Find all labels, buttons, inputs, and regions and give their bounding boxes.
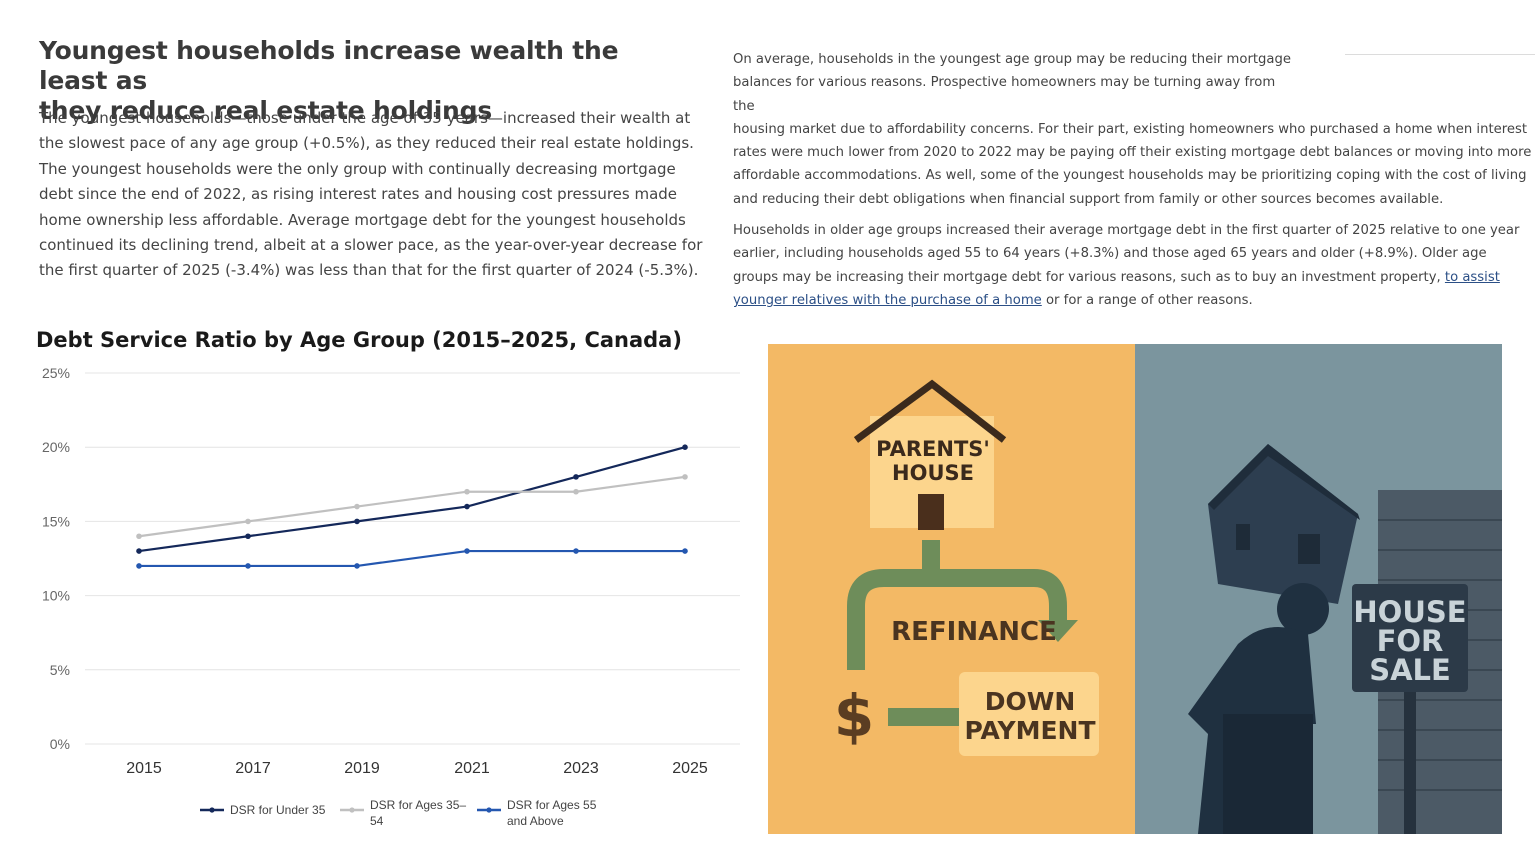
series-line [139,549,685,568]
headline-line-1: Youngest households increase wealth the … [39,36,619,95]
x-tick-label: 2021 [454,760,490,777]
data-point [354,563,360,569]
parents-house-label-1: PARENTS' [876,437,990,461]
refinance-label: REFINANCE [891,617,1057,647]
chart-title: Debt Service Ratio by Age Group (2015–20… [36,328,682,352]
parents-house-icon: PARENTS' HOUSE [853,379,1007,530]
data-point [573,474,579,480]
refinance-arrow: REFINANCE [847,540,1078,670]
series-line [138,475,686,538]
data-point [464,488,470,495]
data-point [682,444,688,450]
data-point [354,518,360,525]
legend-label: DSR for Ages 35– [370,798,466,812]
legend-label: and Above [507,814,564,828]
y-tick-label: 0% [50,736,70,752]
right-paragraph-1-narrow: On average, households in the youngest a… [733,52,1291,114]
data-point [136,548,142,554]
y-tick-label: 5% [50,662,70,678]
sign-label-1: HOUSE [1353,595,1466,629]
refinance-illustration: PARENTS' HOUSE REFINANCE $ DOWN PAYMENT [768,344,1502,834]
down-payment-label-1: DOWN [985,687,1076,716]
data-point [464,548,470,554]
y-tick-label: 25% [42,365,70,381]
grid-layer: 0% 5% 10% 15% 20% 25% [42,365,740,752]
data-point [245,518,251,525]
series-layer [136,444,688,569]
right-paragraph-2: Households in older age groups increased… [733,219,1523,312]
right-paragraph-2-end: or for a range of other reasons. [1041,292,1253,308]
y-tick-label: 10% [42,588,70,604]
data-point [573,548,579,554]
person-carrying-house-icon [1188,444,1360,834]
right-paragraph-1-wide: housing market due to affordability conc… [733,121,1532,207]
legend-label: DSR for Under 35 [230,803,326,817]
x-tick-label: 2025 [672,760,708,777]
house-for-sale-sign: HOUSE FOR SALE [1352,584,1468,834]
data-point [682,474,688,480]
assist-younger-relatives-link[interactable]: to assist younger relatives with the pur… [733,269,1500,308]
down-payment-group: $ DOWN PAYMENT [834,672,1099,756]
search-bar-edge [1345,52,1535,55]
legend-marker [209,807,215,813]
legend-marker [486,807,492,813]
data-point [464,503,470,510]
legend-label: DSR for Ages 55 [507,798,597,812]
legend-marker [349,807,355,813]
data-point [682,548,688,554]
data-point [573,488,579,495]
x-tick-layer: 2015 2017 2019 2021 2023 2025 [126,760,708,777]
x-tick-label: 2017 [235,760,271,777]
sign-label-2: FOR [1377,624,1444,658]
x-tick-label: 2015 [126,760,162,777]
line-chart: 0% 5% 10% 15% 20% 25% 2015 2017 2019 2021 2023 202… [42,365,740,828]
headline-line-2: they reduce real estate holdings [39,96,493,125]
y-tick-label: 20% [42,439,70,455]
y-tick-label: 15% [42,513,70,529]
data-point [245,533,251,540]
parents-house-label-2: HOUSE [892,461,974,485]
dollar-icon: $ [834,682,874,750]
x-tick-label: 2019 [344,760,380,777]
series-line [138,446,686,553]
data-point [245,563,251,569]
data-point [136,533,142,540]
right-column: On average, households in the youngest a… [733,48,1533,312]
right-paragraph-1: On average, households in the youngest a… [733,48,1533,211]
legend-layer: DSR for Under 35 DSR for Ages 35– 54 DSR fo… [200,798,597,828]
data-point [136,563,142,569]
sign-label-3: SALE [1369,653,1451,687]
down-payment-label-2: PAYMENT [964,716,1095,745]
article-headline: Youngest households increase wealth the … [39,36,689,126]
right-paragraph-2-text: Households in older age groups increased… [733,223,1520,285]
x-tick-label: 2023 [563,760,599,777]
legend-label: 54 [370,814,384,828]
left-paragraph: The youngest households—those under the … [39,109,703,280]
data-point [354,503,360,510]
